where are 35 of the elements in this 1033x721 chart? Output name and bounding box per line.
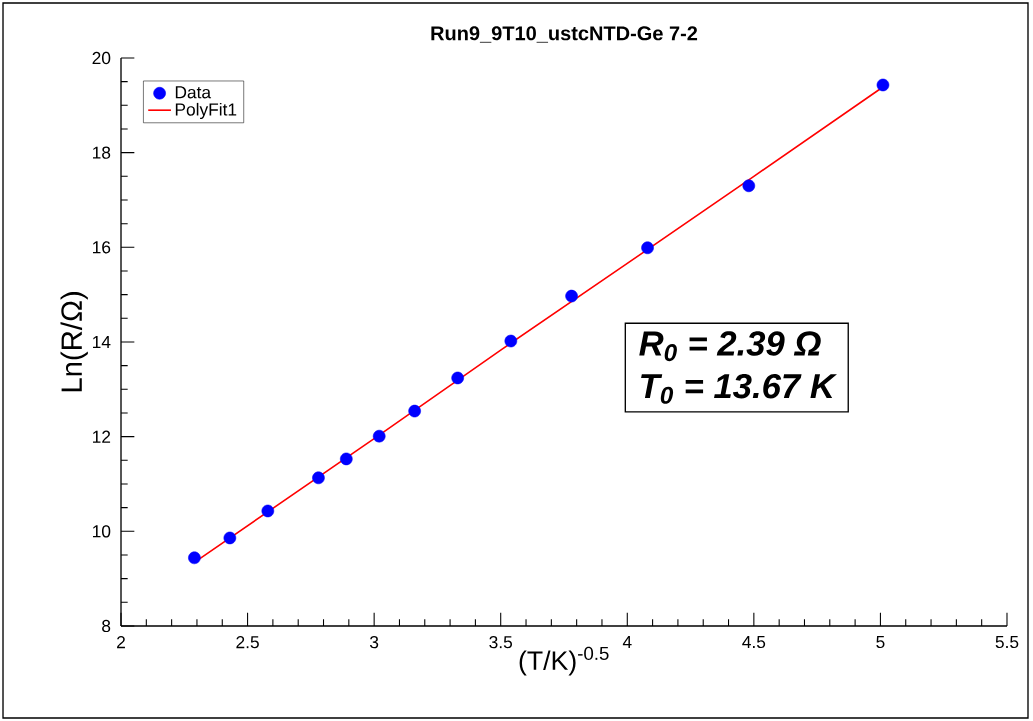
x-tick-label: 4 bbox=[622, 636, 632, 648]
annotation: T$_{0}$ = 13.67 K bbox=[641, 373, 837, 404]
x-tick-label: 5 bbox=[876, 636, 885, 649]
legend-label: Data bbox=[175, 86, 212, 99]
point bbox=[641, 241, 654, 255]
point bbox=[876, 78, 890, 92]
x-axis-title: (T/K)$^{-0.5}$ bbox=[519, 646, 609, 676]
x-tick-label: 5.5 bbox=[995, 636, 1019, 649]
y-tick-label: 20 bbox=[92, 51, 111, 65]
legend-label: PolyFit1 bbox=[175, 102, 237, 120]
point bbox=[312, 471, 325, 485]
annotation: R$_{0}$ = 2.39 Ω bbox=[639, 331, 821, 362]
chart-title: Run9_9T10_ustcNTD-Ge 7-2 bbox=[431, 26, 698, 43]
point bbox=[188, 551, 201, 565]
y-tick-label: 12 bbox=[93, 430, 111, 443]
point bbox=[261, 504, 275, 518]
x-tick-label: 3.5 bbox=[489, 636, 513, 649]
y-tick-label: 14 bbox=[93, 336, 111, 348]
y-axis-title: Ln(R/Ω) bbox=[60, 292, 88, 392]
y-tick-label: 16 bbox=[93, 241, 111, 254]
point bbox=[408, 404, 421, 418]
point bbox=[565, 289, 578, 303]
x-tick-label: 4.5 bbox=[742, 636, 766, 649]
y-tick-label: 18 bbox=[93, 146, 111, 159]
point bbox=[742, 179, 756, 193]
y-tick-label: 8 bbox=[102, 619, 111, 633]
x-tick-label: 2 bbox=[117, 636, 125, 649]
point bbox=[451, 371, 464, 385]
point bbox=[504, 334, 518, 348]
point bbox=[372, 429, 386, 443]
y-tick-label: 10 bbox=[93, 525, 111, 538]
x-tick-label: 2.5 bbox=[236, 636, 259, 649]
point bbox=[223, 531, 237, 545]
point bbox=[340, 452, 353, 466]
x-tick-label: 3 bbox=[369, 636, 379, 649]
